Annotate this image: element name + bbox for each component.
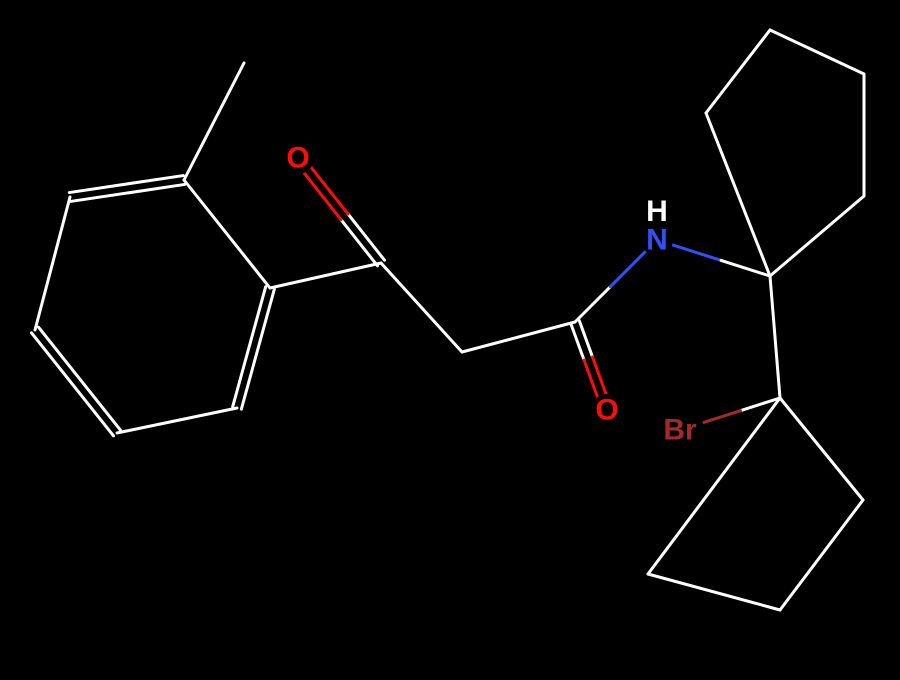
bond [39, 327, 121, 430]
bond [117, 408, 237, 433]
h-atom-label: H [646, 195, 668, 228]
bond [575, 287, 610, 322]
bond [610, 251, 645, 286]
bond [71, 184, 185, 201]
bond [69, 176, 183, 193]
bond [270, 263, 381, 288]
bond [381, 263, 462, 352]
bond [35, 197, 70, 330]
bond [241, 289, 274, 409]
br-atom-label: Br [663, 414, 697, 447]
bond [233, 287, 266, 407]
bond [31, 333, 113, 436]
bond [184, 180, 270, 288]
bond [701, 411, 741, 424]
o-atom-label: O [595, 394, 618, 427]
bond [648, 574, 780, 610]
bond [184, 63, 244, 180]
bond [770, 196, 864, 276]
bond [770, 276, 780, 398]
bond [462, 322, 575, 352]
bond [706, 113, 770, 276]
bond [672, 245, 721, 261]
molecule-diagram: O O NH Br [0, 0, 900, 680]
bond [770, 30, 864, 74]
n-atom-label: N [646, 224, 668, 257]
bond [706, 30, 770, 113]
bond [721, 260, 770, 276]
bond [780, 500, 863, 610]
o-atom-label: O [286, 142, 309, 175]
bond [780, 398, 863, 500]
